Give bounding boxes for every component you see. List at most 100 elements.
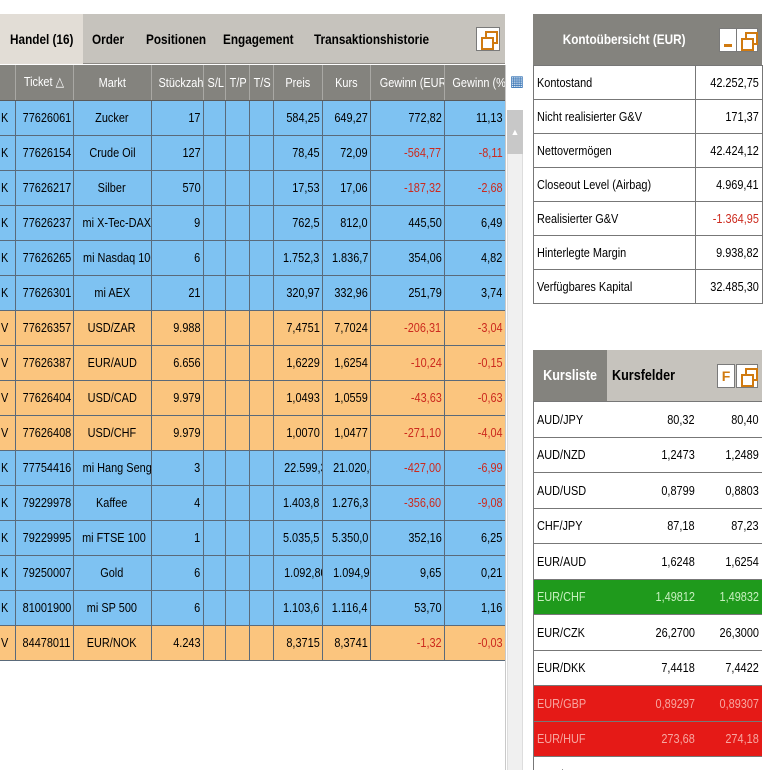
table-row[interactable]: K 77626061 Zucker 17 584,25 649,27 772,82 11,13 (0, 100, 506, 136)
market-cell: mi Nasdaq 100 (73, 240, 152, 276)
side-cell: K (0, 100, 16, 136)
profit-eur-cell: -271,10 (370, 415, 445, 451)
table-row[interactable]: K 79229995 mi FTSE 100 1 5.035,5 5.350,0 352,1… (0, 520, 506, 556)
account-label: Realisierter G&V (533, 201, 696, 236)
table-row[interactable]: K 77626265 mi Nasdaq 100 6 1.752,3 1.836,7 354… (0, 240, 506, 276)
column-header[interactable]: Stückzahl (151, 65, 204, 101)
take-profit-cell (225, 450, 250, 486)
column-header[interactable]: Markt (73, 65, 152, 101)
quote-row[interactable]: EUR/DKK 7,4418 7,4422 (533, 650, 762, 686)
minimize-window-icon[interactable] (719, 28, 737, 52)
ask-price: 1,2489 (697, 437, 762, 473)
table-row[interactable]: K 79229978 Kaffee 4 1.403,8 1.276,3 -356,60 -9,… (0, 485, 506, 521)
trailing-stop-cell (249, 485, 274, 521)
tab-transaktionshistorie[interactable]: Transaktionshistorie (314, 31, 430, 47)
market-cell: USD/CAD (73, 380, 152, 416)
export-grid-icon[interactable]: ▦ (509, 73, 525, 90)
quote-row[interactable]: CHF/JPY 87,18 87,23 (533, 508, 762, 544)
column-header[interactable]: T/S (249, 65, 274, 101)
side-cell: K (0, 170, 16, 206)
side-cell: K (0, 555, 16, 591)
column-header[interactable]: T/P (225, 65, 250, 101)
side-cell: K (0, 485, 16, 521)
profit-pct-cell: 4,82 (444, 240, 506, 276)
tab-kursfelder[interactable]: Kursfelder (612, 367, 676, 384)
table-row[interactable]: K 81001900 mi SP 500 6 1.103,6 1.116,4 53,70 1,… (0, 590, 506, 626)
ask-price: 80,40 (697, 401, 762, 438)
rate-cell: 1.116,4 (322, 590, 371, 626)
table-row[interactable]: V 77626357 USD/ZAR 9.988 7,4751 7,7024 -206,31… (0, 310, 506, 346)
column-header[interactable]: Kurs (322, 65, 371, 101)
profit-pct-cell: 6,25 (444, 520, 506, 556)
ticket-cell: 77626404 (15, 380, 74, 416)
account-label: Nettovermögen (533, 133, 696, 168)
trading-tabs: Handel (16) Order Positionen Engagement … (0, 14, 505, 64)
quote-row[interactable]: EUR/CHF 1,49812 1,49832 (533, 579, 762, 615)
column-header[interactable] (0, 65, 16, 101)
price-cell: 8,3715 (273, 625, 323, 661)
quote-row[interactable]: AUD/USD 0,8799 0,8803 (533, 472, 762, 509)
table-row[interactable]: V 77626404 USD/CAD 9.979 1,0493 1,0559 -43,63-… (0, 380, 506, 416)
price-cell: 1.103,6 (273, 590, 323, 626)
quote-row[interactable]: EUR/JPY120,828120,858 (533, 756, 762, 770)
table-row[interactable]: V 84478011 EUR/NOK 4.243 8,3715 8,3741 -1,32 -0… (0, 625, 506, 661)
table-row[interactable]: K 77626154 Crude Oil 127 78,45 72,09 -564,77 -8… (0, 135, 506, 171)
currency-pair: EUR/JPY (533, 756, 630, 770)
account-row: Closeout Level (Airbag) 4.969,41 (533, 167, 763, 202)
quantity-cell: 17 (151, 100, 204, 136)
profit-eur-cell: -356,60 (370, 485, 445, 521)
take-profit-cell (225, 240, 250, 276)
currency-pair: EUR/DKK (533, 650, 630, 686)
quantity-cell: 21 (151, 275, 204, 311)
trailing-stop-cell (249, 100, 274, 136)
rate-cell: 1,6254 (322, 345, 371, 381)
tab-handel[interactable]: Handel (16) (0, 14, 83, 64)
tab-kursliste[interactable]: Kursliste (533, 350, 607, 401)
rate-cell: 649,27 (322, 100, 371, 136)
restore-window-icon[interactable] (736, 28, 758, 52)
quote-row[interactable]: AUD/NZD 1,2473 1,2489 (533, 437, 762, 473)
trailing-stop-cell (249, 520, 274, 556)
price-cell: 1.752,3 (273, 240, 323, 276)
tab-order[interactable]: Order (92, 31, 125, 47)
market-cell: EUR/NOK (73, 625, 152, 661)
quantity-cell: 6.656 (151, 345, 204, 381)
restore-window-icon[interactable] (736, 364, 758, 388)
account-value: 171,37 (695, 99, 763, 134)
column-header[interactable]: Gewinn (%) (444, 65, 506, 101)
profit-pct-cell: 11,13 (444, 100, 506, 136)
quote-row[interactable]: AUD/JPY 80,32 80,40 (533, 401, 762, 438)
quantity-cell: 4 (151, 485, 204, 521)
stop-loss-cell (203, 100, 226, 136)
table-row[interactable]: K 77626217 Silber 570 17,53 17,06 -187,32 -2,68 (0, 170, 506, 206)
ticket-cell: 84478011 (15, 625, 74, 661)
table-row[interactable]: V 77626408 USD/CHF 9.979 1,0070 1,0477 -271,10… (0, 415, 506, 451)
quantity-cell: 9.979 (151, 380, 204, 416)
column-header[interactable]: Gewinn (EUR) (370, 65, 445, 101)
profit-eur-cell: -10,24 (370, 345, 445, 381)
account-label: Closeout Level (Airbag) (533, 167, 696, 202)
column-header[interactable]: Ticket △ (15, 65, 74, 101)
scroll-up-arrow-icon[interactable]: ▲ (507, 110, 523, 154)
quote-row[interactable]: EUR/CZK 26,2700 26,3000 (533, 614, 762, 651)
stop-loss-cell (203, 415, 226, 451)
quote-row[interactable]: EUR/HUF 273,68 274,18 (533, 721, 762, 757)
table-row[interactable]: V 77626387 EUR/AUD 6.656 1,6229 1,6254 -10,24-… (0, 345, 506, 381)
filter-button[interactable]: F (717, 364, 735, 388)
tab-engagement[interactable]: Engagement (223, 31, 294, 47)
restore-window-icon[interactable] (476, 27, 500, 51)
table-row[interactable]: K 77626301 mi AEX 21 320,97 332,96 251,79 3,74 (0, 275, 506, 311)
quantity-cell: 9.979 (151, 415, 204, 451)
column-header[interactable]: S/L (203, 65, 226, 101)
vertical-scrollbar[interactable] (507, 110, 523, 770)
quote-row[interactable]: EUR/GBP 0,89297 0,89307 (533, 685, 762, 722)
quote-row[interactable]: EUR/AUD 1,6248 1,6254 (533, 543, 762, 580)
currency-pair: CHF/JPY (533, 508, 630, 544)
account-label: Nicht realisierter G&V (533, 99, 696, 134)
column-header[interactable]: Preis (273, 65, 323, 101)
table-row[interactable]: K 77626237 mi X-Tec-DAX 9 762,5 812,0 445,50 6,… (0, 205, 506, 241)
tab-positionen[interactable]: Positionen (146, 31, 207, 47)
stop-loss-cell (203, 380, 226, 416)
